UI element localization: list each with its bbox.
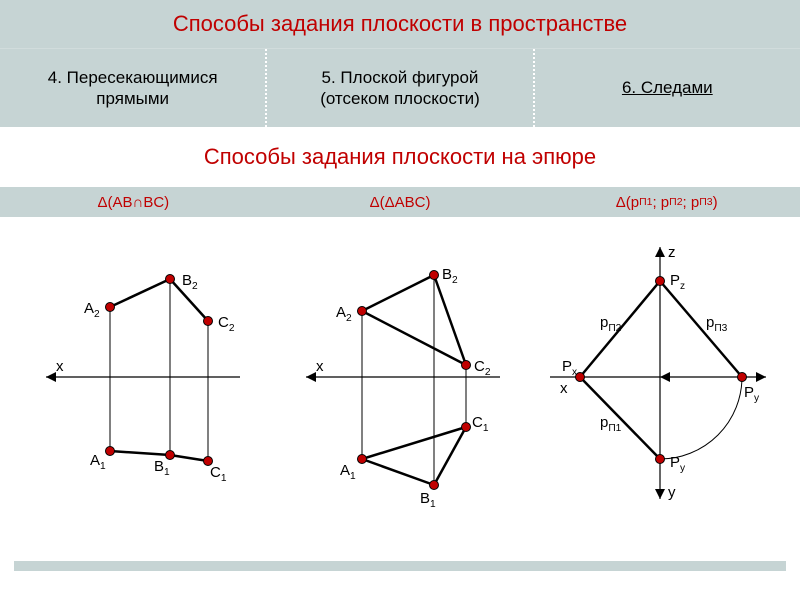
- method-cell-6: 6. Следами: [535, 49, 800, 127]
- svg-text:pП3: pП3: [706, 314, 728, 334]
- svg-text:Pz: Pz: [670, 272, 685, 292]
- svg-text:B1: B1: [420, 490, 436, 510]
- formula-2-text: Δ(ΔABC): [370, 194, 431, 211]
- diagram-traces: xzyPzPxPyPypП2pП3pП1: [530, 227, 790, 527]
- formula-1-text: Δ(AB∩BC): [98, 194, 170, 211]
- svg-text:Px: Px: [562, 358, 577, 378]
- method-cell-5: 5. Плоской фигурой(отсеком плоскости): [267, 49, 534, 127]
- svg-text:B2: B2: [182, 272, 198, 292]
- subtitle-text: Способы задания плоскости на эпюре: [204, 144, 596, 170]
- subtitle-band: Способы задания плоскости на эпюре: [0, 127, 800, 187]
- method-5-text: 5. Плоской фигурой(отсеком плоскости): [320, 67, 480, 110]
- svg-text:C1: C1: [472, 414, 489, 434]
- formula-2: Δ(ΔABC): [267, 187, 534, 217]
- svg-text:Py: Py: [670, 454, 686, 474]
- svg-text:B1: B1: [154, 458, 170, 478]
- main-title: Способы задания плоскости в пространстве: [173, 11, 627, 37]
- method-cell-4: 4. Пересекающимисяпрямыми: [0, 49, 267, 127]
- svg-text:A2: A2: [336, 304, 352, 324]
- bottom-accent-bar: [14, 561, 786, 571]
- svg-text:A1: A1: [90, 452, 106, 472]
- svg-text:x: x: [560, 380, 568, 397]
- svg-text:A2: A2: [84, 300, 100, 320]
- svg-text:y: y: [668, 484, 676, 501]
- diagram-intersecting-lines: x A2 B2 C2 A1 B1 C1: [10, 227, 270, 527]
- formula-1: Δ(AB∩BC): [0, 187, 267, 217]
- svg-text:C1: C1: [210, 464, 227, 484]
- diagrams-row: x A2 B2 C2 A1 B1 C1 x A2 B2 C2 A1 B1 C1 x z y Pz Px Py Py p…: [0, 217, 800, 577]
- svg-text:x: x: [56, 358, 64, 375]
- title-row: Способы задания плоскости в пространстве: [0, 0, 800, 48]
- svg-text:A1: A1: [340, 462, 356, 482]
- methods-row: 4. Пересекающимисяпрямыми 5. Плоской фиг…: [0, 48, 800, 127]
- svg-text:C2: C2: [218, 314, 235, 334]
- slide: Способы задания плоскости в пространстве…: [0, 0, 800, 600]
- svg-text:B2: B2: [442, 266, 458, 286]
- svg-text:z: z: [668, 244, 676, 261]
- method-6-text: 6. Следами: [622, 77, 713, 98]
- svg-text:Py: Py: [744, 384, 760, 404]
- diagram-triangle-abc: x A2 B2 C2 A1 B1 C1: [270, 227, 530, 527]
- svg-text:x: x: [316, 358, 324, 375]
- svg-text:C2: C2: [474, 358, 491, 378]
- formula-3: Δ(pП1; pП2; pП3): [533, 187, 800, 217]
- svg-text:pП2: pП2: [600, 314, 622, 334]
- header-band: Способы задания плоскости в пространстве…: [0, 0, 800, 127]
- formula-band: Δ(AB∩BC) Δ(ΔABC) Δ(pП1; pП2; pП3): [0, 187, 800, 217]
- method-4-text: 4. Пересекающимисяпрямыми: [48, 67, 218, 110]
